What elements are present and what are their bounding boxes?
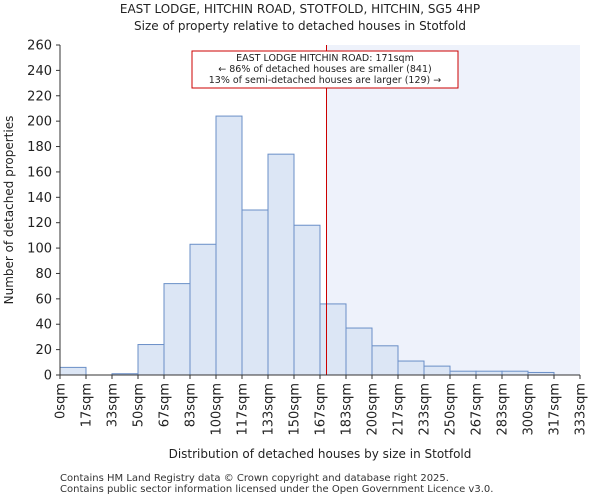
y-tick-label: 40 (35, 318, 52, 333)
x-tick-label: 283sqm (496, 383, 511, 436)
x-tick-label: 0sqm (54, 383, 69, 419)
x-tick-label: 183sqm (340, 383, 355, 436)
y-tick-label: 120 (27, 216, 52, 231)
bar-117sqm (241, 209, 269, 376)
annotation-line-2: ← 86% of detached houses are smaller (84… (218, 64, 431, 75)
annotation-line-3: 13% of semi-detached houses are larger (… (209, 75, 442, 86)
bars (59, 115, 555, 376)
bar-67sqm (163, 283, 191, 376)
x-tick-label: 300sqm (522, 383, 537, 436)
y-tick-label: 220 (27, 89, 52, 104)
x-tick-label: 100sqm (210, 383, 225, 436)
bar-133sqm (267, 153, 295, 376)
x-tick-label: 83sqm (184, 383, 199, 427)
y-tick-label: 100 (27, 242, 52, 257)
x-tick-label: 200sqm (366, 383, 381, 436)
x-tick-label: 33sqm (106, 383, 121, 427)
bar-150sqm (293, 224, 321, 376)
chart-title: EAST LODGE, HITCHIN ROAD, STOTFOLD, HITC… (119, 2, 481, 16)
y-tick-label: 140 (27, 191, 52, 206)
chart-subtitle: Size of property relative to detached ho… (134, 19, 466, 33)
x-tick-label: 250sqm (444, 383, 459, 436)
x-axis: 0sqm 17sqm 33sqm 50sqm 67sqm 83sqm 100sqm 117sq… (54, 375, 589, 436)
y-tick-label: 160 (27, 165, 52, 180)
bar-250sqm (449, 370, 477, 376)
y-axis: 0 20 40 60 80 100 120 140 160 180 200 220 240 260 (27, 39, 60, 384)
y-tick-label: 260 (27, 39, 52, 54)
y-tick-label: 200 (27, 115, 52, 130)
x-tick-label: 167sqm (314, 383, 329, 436)
chart-area: EAST LODGE HITCHIN ROAD: 171sqm ← 86% of… (2, 39, 589, 462)
bar-83sqm (189, 243, 217, 376)
highlight-region (326, 45, 580, 375)
annotation-box: EAST LODGE HITCHIN ROAD: 171sqm ← 86% of… (191, 50, 459, 89)
x-tick-label: 133sqm (262, 383, 277, 436)
bar-100sqm (215, 115, 243, 376)
bar-200sqm (371, 345, 399, 376)
annotation-frame (191, 50, 459, 89)
y-tick-label: 180 (27, 140, 52, 155)
bar-217sqm (397, 360, 425, 376)
bar-283sqm (501, 370, 529, 376)
x-tick-label: 67sqm (158, 383, 173, 427)
x-tick-label: 50sqm (132, 383, 147, 427)
footer-line-2: Contains public sector information licen… (60, 484, 494, 495)
y-tick-label: 80 (35, 267, 52, 282)
x-tick-label: 117sqm (236, 383, 251, 436)
y-tick-label: 0 (44, 369, 52, 384)
x-tick-label: 317sqm (548, 383, 563, 436)
x-axis-label: Distribution of detached houses by size … (169, 447, 472, 461)
annotation-line-1: EAST LODGE HITCHIN ROAD: 171sqm (236, 53, 414, 64)
x-tick-label: 233sqm (418, 383, 433, 436)
y-axis-label: Number of detached properties (2, 116, 16, 305)
y-tick-label: 20 (35, 343, 52, 358)
y-tick-label: 240 (27, 64, 52, 79)
footer-line-1: Contains HM Land Registry data © Crown c… (60, 473, 449, 484)
x-tick-label: 333sqm (574, 383, 589, 436)
bar-50sqm (137, 344, 165, 376)
bar-0sqm (59, 366, 87, 376)
bar-233sqm (423, 365, 451, 376)
x-tick-label: 17sqm (80, 383, 95, 427)
x-tick-label: 150sqm (288, 383, 303, 436)
x-tick-label: 267sqm (470, 383, 485, 436)
bar-267sqm (475, 370, 503, 376)
x-tick-label: 217sqm (392, 383, 407, 436)
y-tick-label: 60 (35, 292, 52, 307)
bar-167sqm (319, 303, 347, 376)
bar-183sqm (345, 327, 373, 376)
